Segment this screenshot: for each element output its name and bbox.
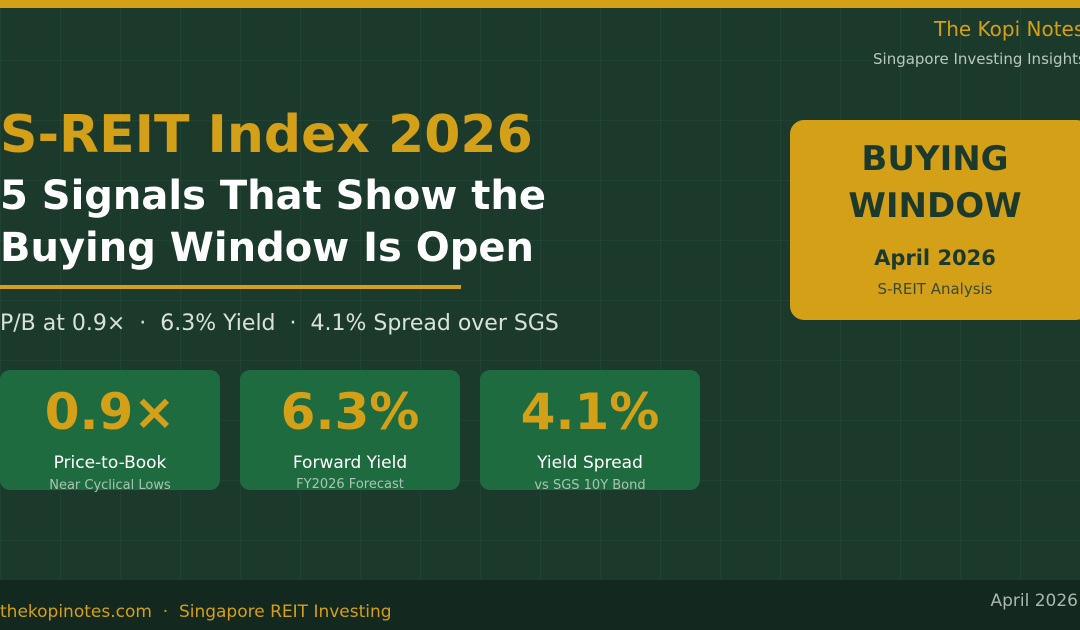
summary: P/B at 0.9× · 6.3% Yield · 4.1% Spread o…	[0, 311, 559, 336]
footer-site: thekopinotes.com · Singapore REIT Invest…	[0, 602, 392, 622]
stat-card: 0.9× Price-to-Book Near Cyclical Lows	[0, 370, 220, 493]
stat-note: FY2026 Forecast	[296, 477, 404, 492]
badge-line: BUYING	[861, 139, 1008, 179]
footer-date: April 2026	[990, 591, 1078, 611]
stat-value: 0.9×	[45, 383, 175, 441]
stat-value: 6.3%	[281, 383, 420, 441]
headline: 5 Signals That Show the	[0, 173, 546, 219]
top-bar	[0, 0, 1080, 8]
stat-box	[480, 370, 700, 490]
stat-note: Near Cyclical Lows	[49, 478, 171, 493]
stat-label: Yield Spread	[536, 453, 643, 473]
badge: BUYING WINDOW April 2026 S-REIT Analysis	[790, 120, 1080, 320]
stat-note: vs SGS 10Y Bond	[534, 478, 645, 493]
badge-box	[790, 120, 1080, 320]
stat-label: Forward Yield	[293, 453, 407, 473]
stat-card: 6.3% Forward Yield FY2026 Forecast	[240, 370, 460, 492]
stat-box	[240, 370, 460, 490]
footer-bar	[0, 580, 1080, 630]
title: S-REIT Index 2026	[0, 105, 533, 165]
underline	[0, 285, 461, 289]
badge-date: April 2026	[874, 246, 996, 270]
badge-line: WINDOW	[848, 186, 1021, 226]
badge-subtitle: S-REIT Analysis	[878, 280, 993, 298]
stat-box	[0, 370, 220, 490]
stat-label: Price-to-Book	[54, 453, 167, 473]
tagline: Singapore Investing Insights	[873, 50, 1080, 68]
stat-value: 4.1%	[521, 383, 660, 441]
brand: The Kopi Notes	[933, 17, 1080, 41]
headline: Buying Window Is Open	[0, 225, 534, 271]
stat-card: 4.1% Yield Spread vs SGS 10Y Bond	[480, 370, 700, 493]
